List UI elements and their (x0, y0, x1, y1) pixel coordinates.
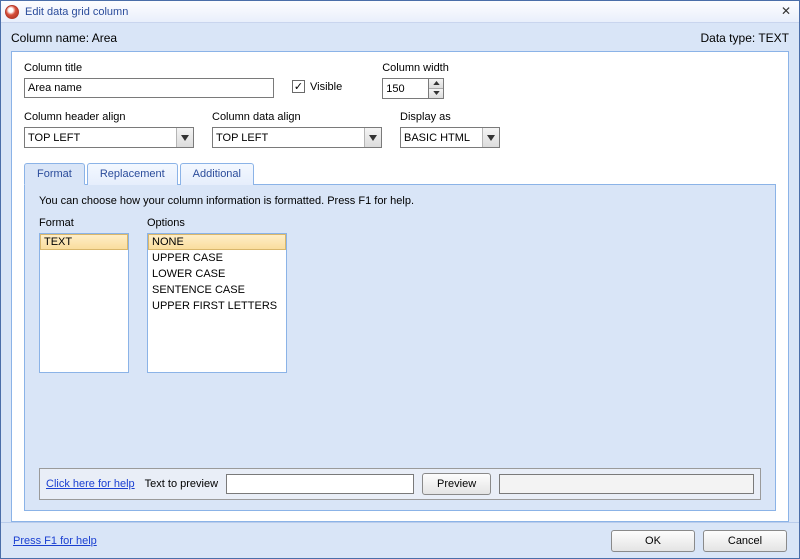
tab-strip: Format Replacement Additional (24, 162, 776, 184)
row-2: Column header align TOP LEFT Column data… (24, 111, 776, 148)
visible-checkbox[interactable] (292, 80, 305, 93)
display-as-select[interactable]: BASIC HTML (400, 127, 500, 148)
column-name-label: Column name: (11, 31, 89, 45)
title-bar: Edit data grid column ✕ (1, 1, 799, 23)
data-align-label: Column data align (212, 111, 382, 123)
visible-field: Visible (292, 80, 342, 93)
column-title-label: Column title (24, 62, 274, 74)
list-item[interactable]: UPPER FIRST LETTERS (148, 298, 286, 314)
column-name-value: Area (92, 31, 117, 45)
spinner[interactable] (428, 78, 444, 99)
tab-format[interactable]: Format (24, 163, 85, 185)
visible-label: Visible (310, 81, 342, 93)
format-list-column: Format TEXT (39, 217, 129, 373)
format-listbox[interactable]: TEXT (39, 233, 129, 373)
column-title-input[interactable] (24, 78, 274, 98)
preview-row: Click here for help Text to preview Prev… (39, 468, 761, 500)
row-1: Column title Visible Column width (24, 62, 776, 99)
app-icon (5, 5, 19, 19)
data-align-select[interactable]: TOP LEFT (212, 127, 382, 148)
preview-output (499, 474, 754, 494)
chevron-down-icon (364, 128, 381, 147)
header-align-field: Column header align TOP LEFT (24, 111, 194, 148)
tab-container: Format Replacement Additional You can ch… (24, 162, 776, 511)
data-type-label: Data type: (701, 31, 756, 45)
dialog-window: Edit data grid column ✕ Column name: Are… (0, 0, 800, 559)
ok-button[interactable]: OK (611, 530, 695, 552)
list-item[interactable]: UPPER CASE (148, 250, 286, 266)
content-area: Column name: Area Data type: TEXT Column… (1, 23, 799, 522)
column-title-field: Column title (24, 62, 274, 98)
data-type-display: Data type: TEXT (701, 31, 790, 45)
column-width-input[interactable] (382, 78, 428, 99)
options-listbox[interactable]: NONE UPPER CASE LOWER CASE SENTENCE CASE… (147, 233, 287, 373)
column-name-display: Column name: Area (11, 31, 117, 45)
column-width-stepper[interactable] (382, 78, 449, 99)
options-list-column: Options NONE UPPER CASE LOWER CASE SENTE… (147, 217, 287, 373)
format-help-text: You can choose how your column informati… (39, 195, 761, 207)
data-align-value: TOP LEFT (216, 132, 364, 144)
display-as-value: BASIC HTML (404, 132, 482, 144)
tab-replacement[interactable]: Replacement (87, 163, 178, 185)
options-list-label: Options (147, 217, 287, 229)
main-panel: Column title Visible Column width (11, 51, 789, 522)
footer: Press F1 for help OK Cancel (1, 522, 799, 558)
lists-row: Format TEXT Options NONE UPPER CASE (39, 217, 761, 373)
data-align-field: Column data align TOP LEFT (212, 111, 382, 148)
close-button[interactable]: ✕ (777, 4, 795, 20)
header-row: Column name: Area Data type: TEXT (11, 29, 789, 51)
tab-body: You can choose how your column informati… (24, 184, 776, 511)
header-align-label: Column header align (24, 111, 194, 123)
list-item[interactable]: SENTENCE CASE (148, 282, 286, 298)
data-type-value: TEXT (758, 31, 789, 45)
spin-up-icon[interactable] (429, 79, 443, 89)
column-width-label: Column width (382, 62, 449, 74)
format-list-label: Format (39, 217, 129, 229)
text-to-preview-label: Text to preview (145, 478, 218, 490)
preview-button[interactable]: Preview (422, 473, 491, 495)
list-item[interactable]: TEXT (40, 234, 128, 250)
chevron-down-icon (176, 128, 193, 147)
display-as-label: Display as (400, 111, 500, 123)
column-width-field: Column width (382, 62, 449, 99)
header-align-value: TOP LEFT (28, 132, 176, 144)
chevron-down-icon (482, 128, 499, 147)
tab-upper: You can choose how your column informati… (39, 195, 761, 373)
cancel-button[interactable]: Cancel (703, 530, 787, 552)
tab-additional[interactable]: Additional (180, 163, 254, 185)
display-as-field: Display as BASIC HTML (400, 111, 500, 148)
list-item[interactable]: LOWER CASE (148, 266, 286, 282)
window-title: Edit data grid column (25, 6, 128, 18)
f1-help-link[interactable]: Press F1 for help (13, 535, 97, 547)
header-align-select[interactable]: TOP LEFT (24, 127, 194, 148)
list-item[interactable]: NONE (148, 234, 286, 250)
footer-buttons: OK Cancel (611, 530, 787, 552)
spin-down-icon[interactable] (429, 89, 443, 99)
text-to-preview-input[interactable] (226, 474, 414, 494)
help-link[interactable]: Click here for help (46, 478, 135, 490)
